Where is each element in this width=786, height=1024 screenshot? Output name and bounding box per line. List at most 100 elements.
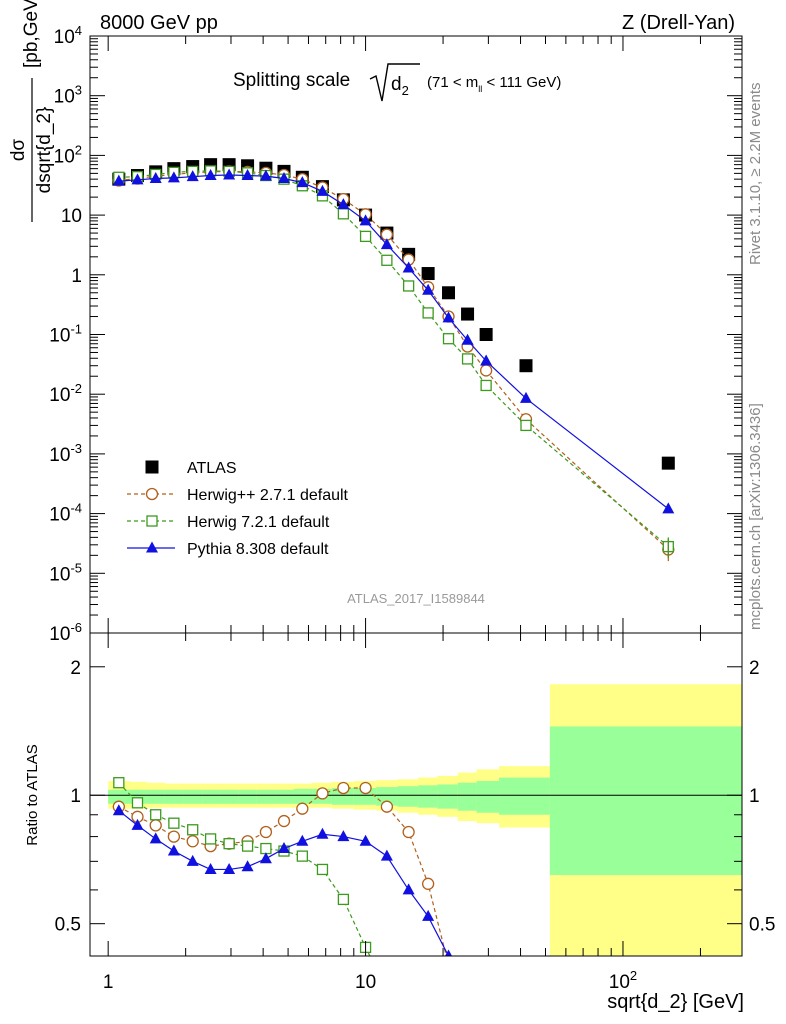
- ratio-herwig-7-2-1-default-point: [204, 833, 217, 845]
- x-tick-label: 10: [355, 972, 376, 993]
- legend-marker-herwig-7-2-1-default: [146, 515, 158, 527]
- ratio-herwig-7-2-1-default-point: [168, 817, 180, 829]
- y-label-denominator: dsqrt{d_2}: [34, 107, 55, 194]
- y-tick-label: 104: [54, 23, 82, 48]
- uncertainty-band-inner: [293, 788, 313, 804]
- ratio-pythia-8-308-default-point: [402, 883, 415, 895]
- herwig-7-2-1-default-point: [381, 254, 393, 266]
- ratio-herwig-2-7-1-default-point: [337, 781, 350, 795]
- ratio-y-tick-label-right: 1: [749, 786, 760, 807]
- ratio-herwig-7-2-1-default-point: [223, 838, 235, 850]
- ratio-herwig-7-2-1-default-point: [187, 824, 199, 836]
- ratio-pythia-8-308-default-point: [241, 860, 254, 872]
- uncertainty-band-inner: [418, 785, 438, 808]
- x-tick-label: 1: [103, 972, 114, 993]
- plot-title-range: (71 < mll < 111 GeV): [427, 74, 561, 94]
- pythia-8-308-default-point: [259, 169, 272, 181]
- ratio-herwig-2-7-1-default-point: [277, 814, 291, 828]
- ratio-pythia-8-308-default-point: [259, 852, 272, 864]
- herwig-7-2-1-default-point: [359, 230, 372, 243]
- uncertainty-band-inner: [202, 789, 221, 804]
- pythia-8-308-default-point: [316, 184, 329, 196]
- y-tick-label: 102: [54, 142, 82, 167]
- pythia-8-308-default-point: [296, 176, 309, 188]
- ratio-pythia-8-308-default-point: [131, 818, 144, 830]
- uncertainty-band-inner: [353, 787, 377, 805]
- y-tick-label: 10-1: [49, 322, 82, 347]
- plot-title-main: Splitting scale: [233, 70, 350, 91]
- atlas-point: [479, 328, 493, 341]
- ratio-herwig-2-7-1-default-point: [296, 802, 309, 815]
- atlas-point: [442, 286, 456, 300]
- ratio-pythia-8-308-default-point: [186, 854, 199, 866]
- pythia-8-308-default-point: [480, 354, 493, 366]
- header-left: 8000 GeV pp: [100, 12, 218, 34]
- ratio-panel: 0.5 0.5 1 1 2 2 1 10 102 Ratio to ATLAS sqrt{d_2…: [24, 632, 775, 1013]
- pythia-8-308-default-point: [662, 502, 675, 514]
- x-axis-label: sqrt{d_2} [GeV]: [607, 991, 744, 1013]
- legend: ATLAS Herwig++ 2.7.1 default Herwig 7.2.1 …: [127, 460, 349, 558]
- ratio-pythia-8-308-default-point: [380, 849, 393, 861]
- ratio-herwig-7-2-1-default-point: [150, 809, 162, 821]
- herwig-7-2-1-default-point: [402, 280, 415, 292]
- ratio-pythia-8-308-default-point: [444, 949, 453, 956]
- ratio-pythia-8-308-default-point: [296, 834, 309, 846]
- ratio-y-label: Ratio to ATLAS: [24, 744, 41, 845]
- herwig-7-2-1-default-point: [442, 333, 455, 345]
- atlas-point: [461, 307, 475, 321]
- atlas-point: [421, 267, 435, 281]
- ratio-pythia-8-308-default-point: [277, 842, 290, 854]
- legend-marker-pythia-8-308-default: [146, 541, 158, 553]
- pythia-8-308-default-point: [112, 174, 125, 186]
- ratio-herwig-2-7-1-default-point: [402, 825, 415, 839]
- herwig-2-7-1-default-point: [479, 364, 493, 377]
- watermark: ATLAS_2017_I1589844: [347, 591, 485, 606]
- atlas-point: [519, 359, 533, 373]
- plot-title-range-end: < 111 GeV): [482, 74, 561, 91]
- herwig-7-2-1-default-line: [118, 170, 669, 548]
- plot-title-sqrt-arg: d: [391, 74, 402, 95]
- ratio-y-tick-label: 2: [70, 658, 81, 679]
- uncertainty-band-inner: [238, 789, 258, 804]
- herwig-2-7-1-default-line: [118, 170, 669, 550]
- pythia-8-308-default-point: [519, 391, 532, 403]
- pythia-8-308-default-point: [402, 261, 415, 273]
- y-tick-label: 10-4: [49, 501, 82, 526]
- pythia-8-308-default-point: [204, 169, 217, 181]
- y-tick-label: 103: [54, 83, 82, 108]
- ratio-pythia-8-308-default-point: [223, 862, 236, 874]
- pythia-8-308-default-point: [380, 238, 393, 250]
- uncertainty-band-inner: [549, 726, 742, 876]
- plot-title-range-start: (71 < m: [427, 74, 478, 91]
- pythia-8-308-default-point: [223, 168, 236, 180]
- ratio-herwig-2-7-1-default-point: [380, 800, 394, 813]
- ratio-herwig-2-7-1-default-point: [186, 835, 199, 848]
- uncertainty-band-inner: [476, 780, 500, 813]
- legend-label-herwig-2-7-1-default: Herwig++ 2.7.1 default: [187, 487, 349, 504]
- ratio-herwig-7-2-1-default-point: [296, 850, 308, 862]
- herwig-7-2-1-default-point: [480, 379, 492, 392]
- herwig-7-2-1-default-point: [337, 208, 350, 220]
- pythia-8-308-default-point: [461, 333, 474, 345]
- y-tick-label: 10-3: [49, 441, 82, 466]
- ratio-herwig-2-7-1-default-point: [149, 819, 162, 832]
- x-tick-label: 102: [609, 968, 637, 993]
- pythia-8-308-default-point: [167, 171, 180, 183]
- ratio-pythia-8-308-default-point: [359, 834, 372, 846]
- uncertainty-band-inner: [499, 777, 551, 815]
- uncertainty-band-inner: [275, 789, 295, 804]
- legend-label-herwig-7-2-1-default: Herwig 7.2.1 default: [187, 514, 330, 531]
- legend-marker-herwig-2-7-1-default: [145, 487, 159, 501]
- pythia-8-308-default-point: [359, 214, 372, 226]
- ratio-pythia-8-308-default-point: [149, 832, 162, 844]
- herwig-7-2-1-default-point: [520, 419, 532, 432]
- legend-marker-atlas: [145, 460, 159, 474]
- y-tick-label: 10: [61, 206, 82, 227]
- ratio-herwig-2-7-1-default-point: [421, 877, 435, 890]
- ratio-herwig-7-2-1-default-point: [382, 985, 392, 995]
- ratio-herwig-7-2-1-default-point: [113, 777, 125, 789]
- ratio-pythia-8-308-default-point: [337, 830, 350, 842]
- ratio-herwig-7-2-1-default-point: [316, 863, 329, 876]
